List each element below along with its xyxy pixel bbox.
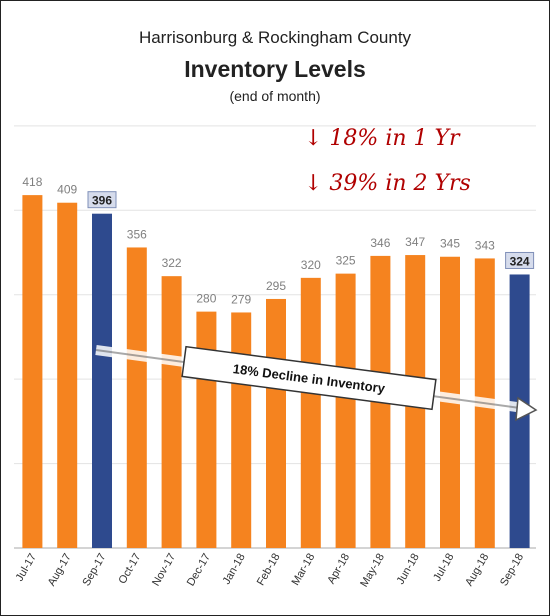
x-tick-mar-18: Mar-18 bbox=[290, 552, 318, 588]
x-tick-jan-18: Jan-18 bbox=[221, 552, 248, 587]
data-label-jan-18: 279 bbox=[231, 292, 251, 306]
x-tick-jun-18: Jun-18 bbox=[395, 552, 422, 587]
data-label-dec-17: 280 bbox=[196, 292, 216, 306]
data-label-may-18: 346 bbox=[370, 236, 390, 250]
x-tick-sep-17: Sep-17 bbox=[80, 552, 108, 589]
x-tick-aug-17: Aug-17 bbox=[46, 552, 74, 589]
bar-sep-17 bbox=[92, 213, 112, 548]
bar-dec-17 bbox=[196, 311, 217, 548]
x-tick-jul-17: Jul-17 bbox=[14, 552, 39, 584]
data-label-box bbox=[505, 251, 535, 269]
data-label-aug-17: 409 bbox=[57, 183, 77, 197]
chart-note: (end of month) bbox=[229, 88, 321, 104]
chart-title: Harrisonburg & Rockingham County bbox=[138, 28, 412, 47]
data-label-oct-17: 356 bbox=[127, 227, 147, 241]
x-tick-apr-18: Apr-18 bbox=[325, 552, 352, 587]
data-label-nov-17: 322 bbox=[162, 256, 182, 270]
trend-arrow-head bbox=[515, 396, 538, 422]
bar-oct-17 bbox=[126, 247, 147, 548]
x-tick-aug-18: Aug-18 bbox=[463, 552, 491, 589]
bar-nov-17 bbox=[161, 276, 182, 548]
bar-aug-17 bbox=[57, 202, 78, 548]
hand-note-1: ↓ 18% in 1 Yr bbox=[304, 126, 461, 151]
bar-mar-18 bbox=[300, 277, 321, 548]
x-tick-nov-17: Nov-17 bbox=[150, 552, 178, 589]
x-tick-feb-18: Feb-18 bbox=[255, 552, 283, 588]
data-label-jun-18: 347 bbox=[405, 235, 425, 249]
x-tick-sep-18: Sep-18 bbox=[498, 552, 526, 589]
data-label-aug-18: 343 bbox=[475, 238, 495, 252]
data-label-apr-18: 325 bbox=[336, 254, 356, 268]
hand-note-2: ↓ 39% in 2 Yrs bbox=[304, 171, 471, 196]
x-tick-oct-17: Oct-17 bbox=[116, 552, 143, 587]
bar-apr-18 bbox=[335, 273, 356, 548]
data-label-jul-18: 345 bbox=[440, 237, 460, 251]
data-label-mar-18: 320 bbox=[301, 258, 321, 272]
data-label-feb-18: 295 bbox=[266, 279, 286, 293]
chart-subtitle: Inventory Levels bbox=[184, 56, 366, 82]
data-label-jul-17: 418 bbox=[22, 175, 42, 189]
data-label-sep-18: 324 bbox=[510, 254, 530, 268]
data-label-box bbox=[87, 191, 117, 209]
bar-jan-18 bbox=[231, 312, 252, 548]
x-tick-dec-17: Dec-17 bbox=[185, 552, 213, 589]
bar-feb-18 bbox=[266, 298, 286, 548]
x-tick-jul-18: Jul-18 bbox=[431, 552, 456, 584]
bar-jul-17 bbox=[22, 195, 43, 549]
x-tick-may-18: May-18 bbox=[358, 552, 387, 590]
data-label-sep-17: 396 bbox=[92, 194, 112, 208]
